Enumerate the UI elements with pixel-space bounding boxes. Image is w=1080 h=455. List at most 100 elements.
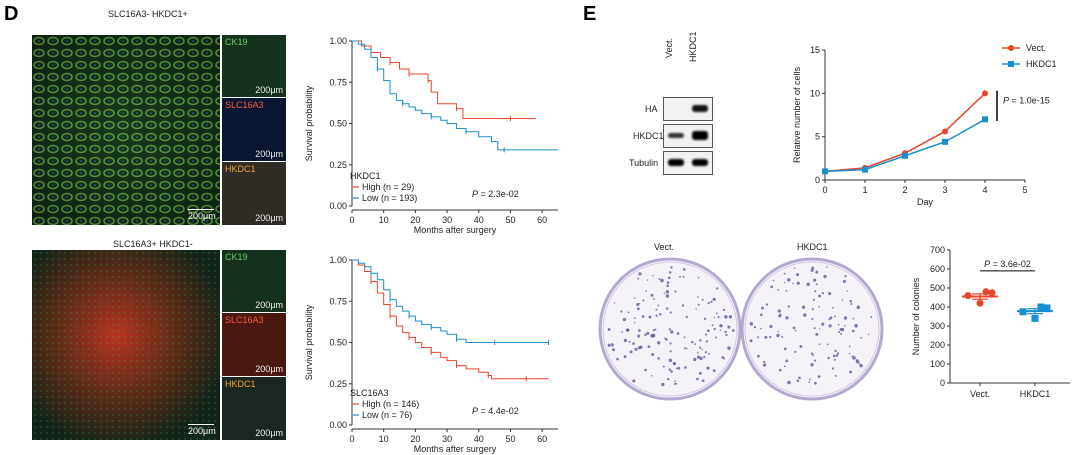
- y-tick-label: 100: [930, 359, 945, 369]
- panel-letter-e: E: [583, 3, 597, 25]
- colony-dot: [843, 324, 846, 327]
- colony-dot: [644, 368, 647, 372]
- blot-row-label: HA: [645, 104, 658, 114]
- colony-dot: [712, 297, 716, 302]
- colony-dot: [637, 329, 641, 332]
- y-tick-label: 0.75: [329, 77, 347, 87]
- x-tick-label: 50: [505, 215, 515, 225]
- colony-dot: [776, 333, 780, 338]
- colony-dot: [719, 329, 722, 331]
- colony-dot: [665, 294, 670, 298]
- colony-dot: [620, 310, 623, 313]
- colony-dot: [856, 360, 860, 364]
- inset-label: CK19: [225, 37, 248, 47]
- colony-dot: [760, 313, 763, 317]
- colony-dot: [697, 296, 699, 298]
- blot-lane-label: HKDC1: [688, 31, 698, 62]
- colony-dot: [761, 306, 764, 310]
- colony-dot: [707, 301, 710, 305]
- colony-dot: [670, 266, 673, 269]
- colony-dot: [840, 332, 843, 335]
- colony-dot: [647, 345, 651, 349]
- inset-label: SLC16A3: [225, 315, 264, 325]
- colony-dot: [715, 336, 718, 339]
- colony-dot: [626, 328, 629, 332]
- colony-dot: [711, 324, 714, 327]
- colony-dot: [705, 340, 709, 343]
- colony-dot: [644, 333, 647, 337]
- x-tick-label: 60: [537, 434, 547, 444]
- colony-dot: [621, 331, 623, 333]
- colony-dot: [697, 276, 700, 279]
- colony-dot: [798, 376, 801, 380]
- plate-hkdc1-rim: [744, 261, 880, 397]
- colony-dot: [851, 329, 855, 333]
- colony-dot: [632, 342, 635, 345]
- colony-dot: [650, 293, 654, 297]
- colony-dot: [699, 339, 702, 342]
- colony-dot: [834, 374, 837, 377]
- colony-dot: [821, 292, 825, 295]
- colony-dot: [698, 346, 702, 349]
- y-axis-label: Number of colonies: [911, 277, 921, 355]
- colony-dot: [832, 306, 834, 309]
- colony-dot: [794, 329, 797, 332]
- x-tick-label: 40: [474, 434, 484, 444]
- colony-dot: [772, 279, 775, 282]
- colony-dot: [818, 343, 821, 346]
- km-curve-low: [352, 259, 549, 343]
- colony-dot: [727, 325, 731, 329]
- colony-dot: [828, 292, 832, 296]
- colony-dot: [728, 315, 733, 319]
- colony-dot: [769, 336, 772, 339]
- colony-dot: [813, 359, 817, 362]
- colony-dot: [803, 313, 807, 317]
- colony-dot: [842, 279, 846, 284]
- colony-dot: [787, 380, 791, 385]
- x-tick-label: 0: [349, 215, 354, 225]
- colony-dot: [815, 270, 819, 274]
- colony-dot: [666, 284, 670, 288]
- inset-label: HKDC1: [225, 379, 256, 389]
- inset-top-hkdc1: HKDC1 200μm: [222, 162, 286, 225]
- colony-dot: [801, 305, 806, 309]
- colony-dot: [844, 275, 847, 278]
- colony-point: [982, 288, 990, 296]
- colony-dot: [757, 354, 760, 358]
- colony-dot: [663, 292, 666, 294]
- colony-dot: [722, 308, 726, 312]
- colony-dot: [703, 317, 707, 321]
- colony-dot: [796, 379, 800, 383]
- colony-dot: [682, 275, 685, 278]
- colony-dot: [673, 362, 676, 365]
- colony-dot: [833, 358, 836, 361]
- colony-dot: [611, 342, 614, 345]
- colony-dot: [713, 327, 716, 331]
- colony-dot: [720, 325, 723, 327]
- x-tick-label: HKDC1: [1020, 389, 1051, 399]
- colony-dot: [846, 290, 848, 292]
- legend-entry: Vect.: [1026, 43, 1046, 53]
- colony-dot: [681, 304, 685, 307]
- colony-dot: [834, 349, 837, 353]
- colony-dot: [848, 353, 851, 355]
- colony-dot: [860, 336, 863, 339]
- colony-dot: [810, 352, 814, 355]
- colony-dot: [646, 279, 649, 281]
- colony-dot: [697, 352, 699, 354]
- growth-point: [902, 152, 908, 159]
- y-tick-label: 0.25: [329, 379, 347, 389]
- panel-letter-d: D: [4, 3, 19, 25]
- colony-dot: [674, 382, 677, 385]
- colony-dot: [749, 339, 753, 343]
- colony-dot: [628, 340, 631, 343]
- colony-dot: [810, 363, 814, 367]
- x-tick-label: 1: [862, 185, 867, 195]
- colony-dot: [770, 285, 774, 289]
- growth-line-hkdc1: [824, 118, 986, 173]
- colony-dot: [724, 315, 728, 319]
- blot-row-label: Tubulin: [629, 158, 659, 168]
- y-tick-label: 500: [930, 283, 945, 293]
- colony-dot: [821, 322, 825, 326]
- colony-dot: [662, 365, 665, 368]
